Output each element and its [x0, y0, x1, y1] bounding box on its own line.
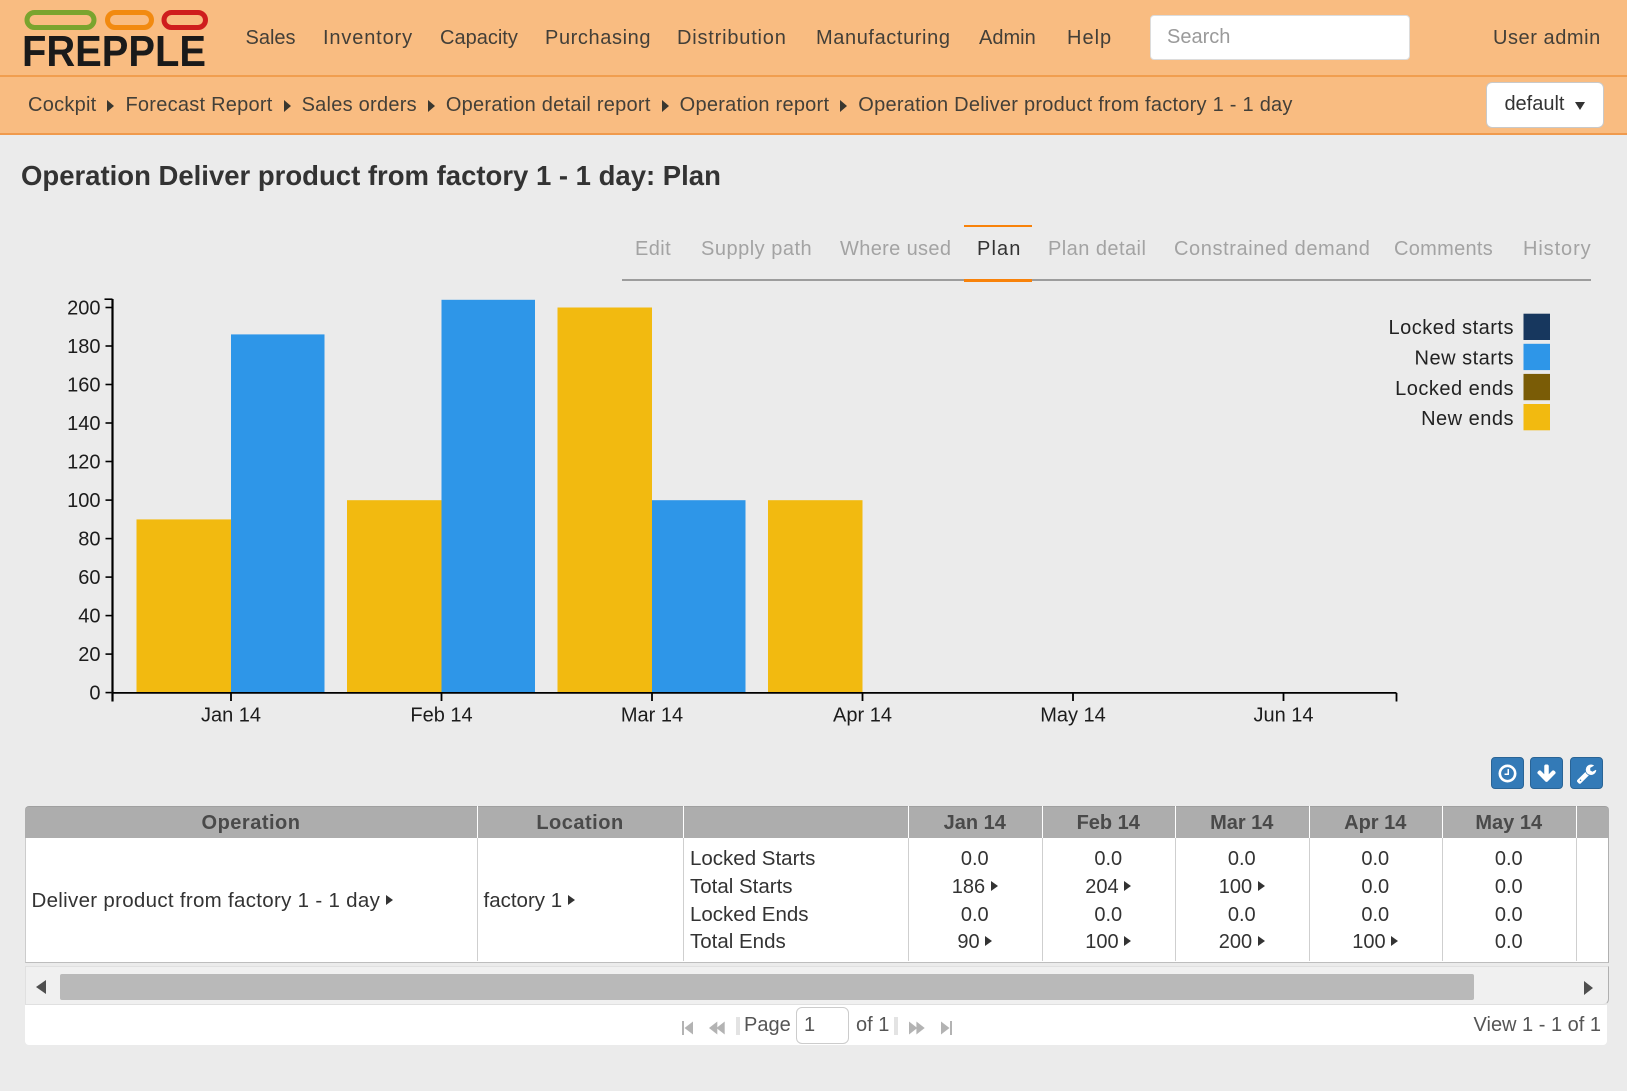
svg-text:Locked ends: Locked ends [1395, 378, 1514, 400]
svg-text:100: 100 [67, 490, 100, 512]
svg-text:180: 180 [67, 336, 100, 358]
svg-text:Jan 14: Jan 14 [201, 705, 261, 727]
svg-text:May 14: May 14 [1040, 705, 1106, 727]
svg-text:FREPPLE: FREPPLE [22, 27, 206, 69]
svg-text:160: 160 [67, 375, 100, 397]
svg-text:60: 60 [78, 567, 100, 589]
svg-text:Apr 14: Apr 14 [833, 705, 892, 727]
svg-text:40: 40 [78, 606, 100, 628]
svg-text:Mar 14: Mar 14 [621, 705, 683, 727]
svg-text:Locked starts: Locked starts [1389, 317, 1514, 339]
svg-text:Feb 14: Feb 14 [410, 705, 472, 727]
svg-text:20: 20 [78, 644, 100, 666]
svg-text:140: 140 [67, 413, 100, 435]
svg-text:Jun 14: Jun 14 [1253, 705, 1313, 727]
svg-text:120: 120 [67, 452, 100, 474]
svg-text:New starts: New starts [1415, 348, 1514, 370]
svg-text:80: 80 [78, 529, 100, 551]
svg-text:0: 0 [89, 683, 100, 705]
svg-text:200: 200 [67, 298, 100, 320]
svg-text:New ends: New ends [1421, 408, 1514, 430]
